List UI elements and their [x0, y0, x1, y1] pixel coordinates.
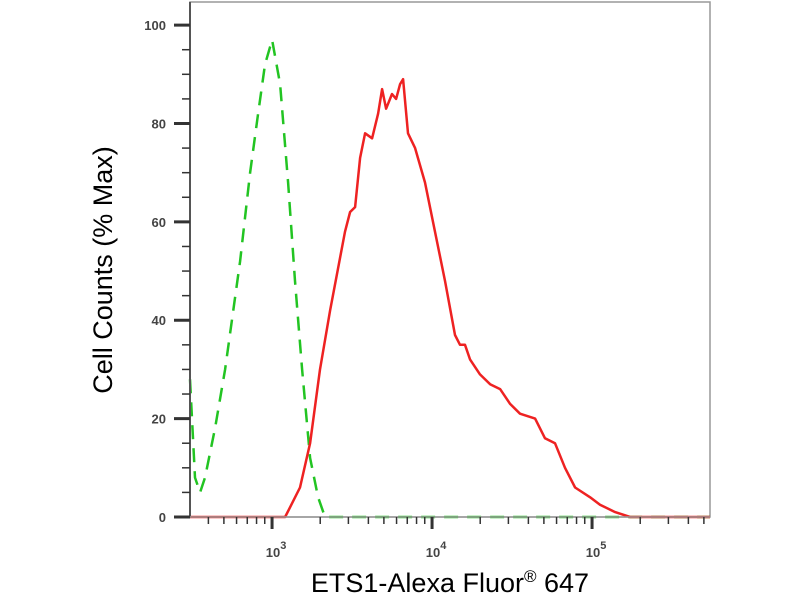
plot-border	[189, 1, 711, 518]
x-axis-label: ETS1-Alexa Fluor® 647	[311, 567, 589, 598]
y-tick-label: 20	[152, 412, 166, 427]
series-line-2	[190, 77, 710, 519]
plot-frame	[189, 1, 711, 518]
series-layer	[188, 38, 710, 519]
y-tick-label: 0	[159, 510, 166, 525]
y-tick-label: 40	[152, 313, 166, 328]
series-line-1	[188, 38, 710, 519]
y-tick-label: 60	[152, 215, 166, 230]
x-tick-label: 105	[586, 540, 607, 560]
y-axis-label: Cell Counts (% Max)	[88, 146, 118, 394]
axes: 0 20 40 60 80 100 103 104 105	[144, 2, 710, 560]
y-tick-label: 100	[144, 18, 166, 33]
y-tick-label: 80	[152, 116, 166, 131]
x-tick-label: 104	[426, 540, 447, 560]
x-tick-label: 103	[266, 540, 287, 560]
